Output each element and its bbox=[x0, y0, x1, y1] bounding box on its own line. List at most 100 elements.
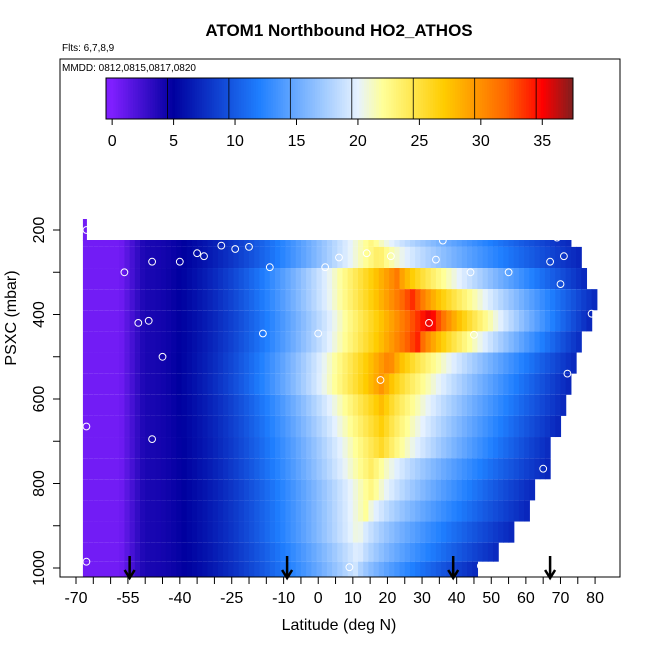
heatmap-cell bbox=[404, 437, 411, 459]
heatmap-cell bbox=[197, 310, 203, 332]
heatmap-cell bbox=[114, 331, 120, 353]
heatmap-cell bbox=[404, 246, 411, 269]
heatmap-cell bbox=[191, 500, 198, 522]
heatmap-cell bbox=[181, 352, 188, 374]
heatmap-cell bbox=[492, 310, 499, 332]
heatmap-cell bbox=[243, 500, 250, 522]
heatmap-cell bbox=[446, 268, 453, 290]
heatmap-cell bbox=[409, 394, 416, 416]
heatmap-cell bbox=[119, 373, 126, 395]
heatmap-cell bbox=[378, 394, 385, 416]
heatmap-cell bbox=[456, 479, 463, 501]
heatmap-cell bbox=[555, 331, 562, 353]
heatmap-cell bbox=[420, 437, 427, 459]
heatmap-cell bbox=[513, 268, 520, 290]
heatmap-cell bbox=[425, 240, 432, 247]
heatmap-cell bbox=[186, 268, 193, 290]
heatmap-cell bbox=[508, 521, 515, 543]
heatmap-cell bbox=[274, 542, 281, 562]
heatmap-cell bbox=[482, 479, 489, 501]
heatmap-cell bbox=[233, 542, 240, 562]
sample-point bbox=[477, 562, 485, 570]
heatmap-cell bbox=[150, 268, 157, 290]
heatmap-cell bbox=[134, 331, 141, 353]
heatmap-cell bbox=[503, 246, 510, 269]
colorbar-segment bbox=[150, 78, 154, 119]
heatmap-cell bbox=[503, 352, 510, 374]
heatmap-cell bbox=[108, 373, 115, 395]
colorbar-segment bbox=[292, 78, 296, 119]
heatmap-cell bbox=[461, 240, 468, 247]
heatmap-cell bbox=[352, 542, 359, 562]
heatmap-cell bbox=[415, 521, 421, 543]
heatmap-cell bbox=[114, 246, 120, 269]
heatmap-cell bbox=[217, 437, 224, 459]
heatmap-cell bbox=[399, 289, 406, 311]
heatmap-cell bbox=[212, 479, 219, 501]
heatmap-cell bbox=[508, 310, 515, 332]
heatmap-cell bbox=[93, 352, 100, 374]
heatmap-cell bbox=[155, 246, 162, 269]
heatmap-cell bbox=[103, 373, 110, 395]
heatmap-cell bbox=[295, 479, 302, 501]
heatmap-cell bbox=[461, 542, 468, 562]
colorbar-segment bbox=[243, 78, 247, 119]
heatmap-cell bbox=[176, 246, 183, 269]
heatmap-cell bbox=[108, 268, 115, 290]
heatmap-cell bbox=[181, 521, 188, 543]
heatmap-cell bbox=[119, 310, 126, 332]
colorbar-segment bbox=[523, 78, 527, 119]
colorbar-segment bbox=[194, 78, 198, 119]
heatmap-cell bbox=[352, 521, 359, 543]
heatmap-cell bbox=[306, 394, 312, 416]
heatmap-cell bbox=[274, 268, 281, 290]
heatmap-cell bbox=[124, 268, 131, 290]
heatmap-cell bbox=[482, 289, 489, 311]
heatmap-cell bbox=[550, 352, 556, 374]
heatmap-cell bbox=[155, 289, 162, 311]
heatmap-cell bbox=[342, 521, 349, 543]
heatmap-cell bbox=[150, 373, 157, 395]
heatmap-cell bbox=[165, 394, 172, 416]
heatmap-cell bbox=[82, 394, 89, 416]
heatmap-cell bbox=[207, 415, 214, 438]
heatmap-cell bbox=[472, 268, 479, 290]
heatmap-cell bbox=[160, 500, 167, 522]
colorbar-segment bbox=[106, 78, 109, 119]
heatmap-cell bbox=[534, 246, 541, 269]
heatmap-cell bbox=[254, 289, 261, 311]
heatmap-cell bbox=[394, 415, 401, 438]
heatmap-cell bbox=[233, 437, 240, 459]
colorbar-segment bbox=[368, 78, 372, 119]
x-tick-label: 40 bbox=[448, 590, 466, 607]
heatmap-cell bbox=[274, 561, 281, 577]
heatmap-cell bbox=[129, 479, 136, 501]
heatmap-cell bbox=[88, 437, 94, 459]
heatmap-cell bbox=[316, 373, 323, 395]
heatmap-cell bbox=[311, 521, 318, 543]
heatmap-cell bbox=[212, 437, 219, 459]
heatmap-cell bbox=[243, 373, 250, 395]
colorbar-segment bbox=[167, 78, 171, 119]
heatmap-cell bbox=[332, 394, 338, 416]
heatmap-cell bbox=[498, 479, 504, 501]
heatmap-cell bbox=[217, 561, 224, 577]
colorbar-segment bbox=[246, 78, 250, 119]
heatmap-cell bbox=[435, 310, 442, 332]
heatmap-cell bbox=[576, 310, 582, 332]
heatmap-cell bbox=[264, 352, 271, 374]
heatmap-cell bbox=[467, 542, 473, 562]
y-tick-label: 400 bbox=[31, 301, 48, 328]
heatmap-cell bbox=[202, 415, 209, 438]
heatmap-cell bbox=[508, 458, 515, 480]
heatmap-cell bbox=[508, 268, 515, 290]
heatmap-cell bbox=[461, 521, 468, 543]
colorbar-segment bbox=[108, 78, 112, 119]
colorbar-frame bbox=[105, 77, 574, 120]
heatmap-cell bbox=[290, 521, 297, 543]
heatmap-cell bbox=[254, 246, 261, 269]
heatmap-cell bbox=[383, 331, 390, 353]
heatmap-cell bbox=[233, 246, 240, 269]
colorbar-segment bbox=[435, 78, 439, 119]
heatmap-cell bbox=[534, 331, 541, 353]
